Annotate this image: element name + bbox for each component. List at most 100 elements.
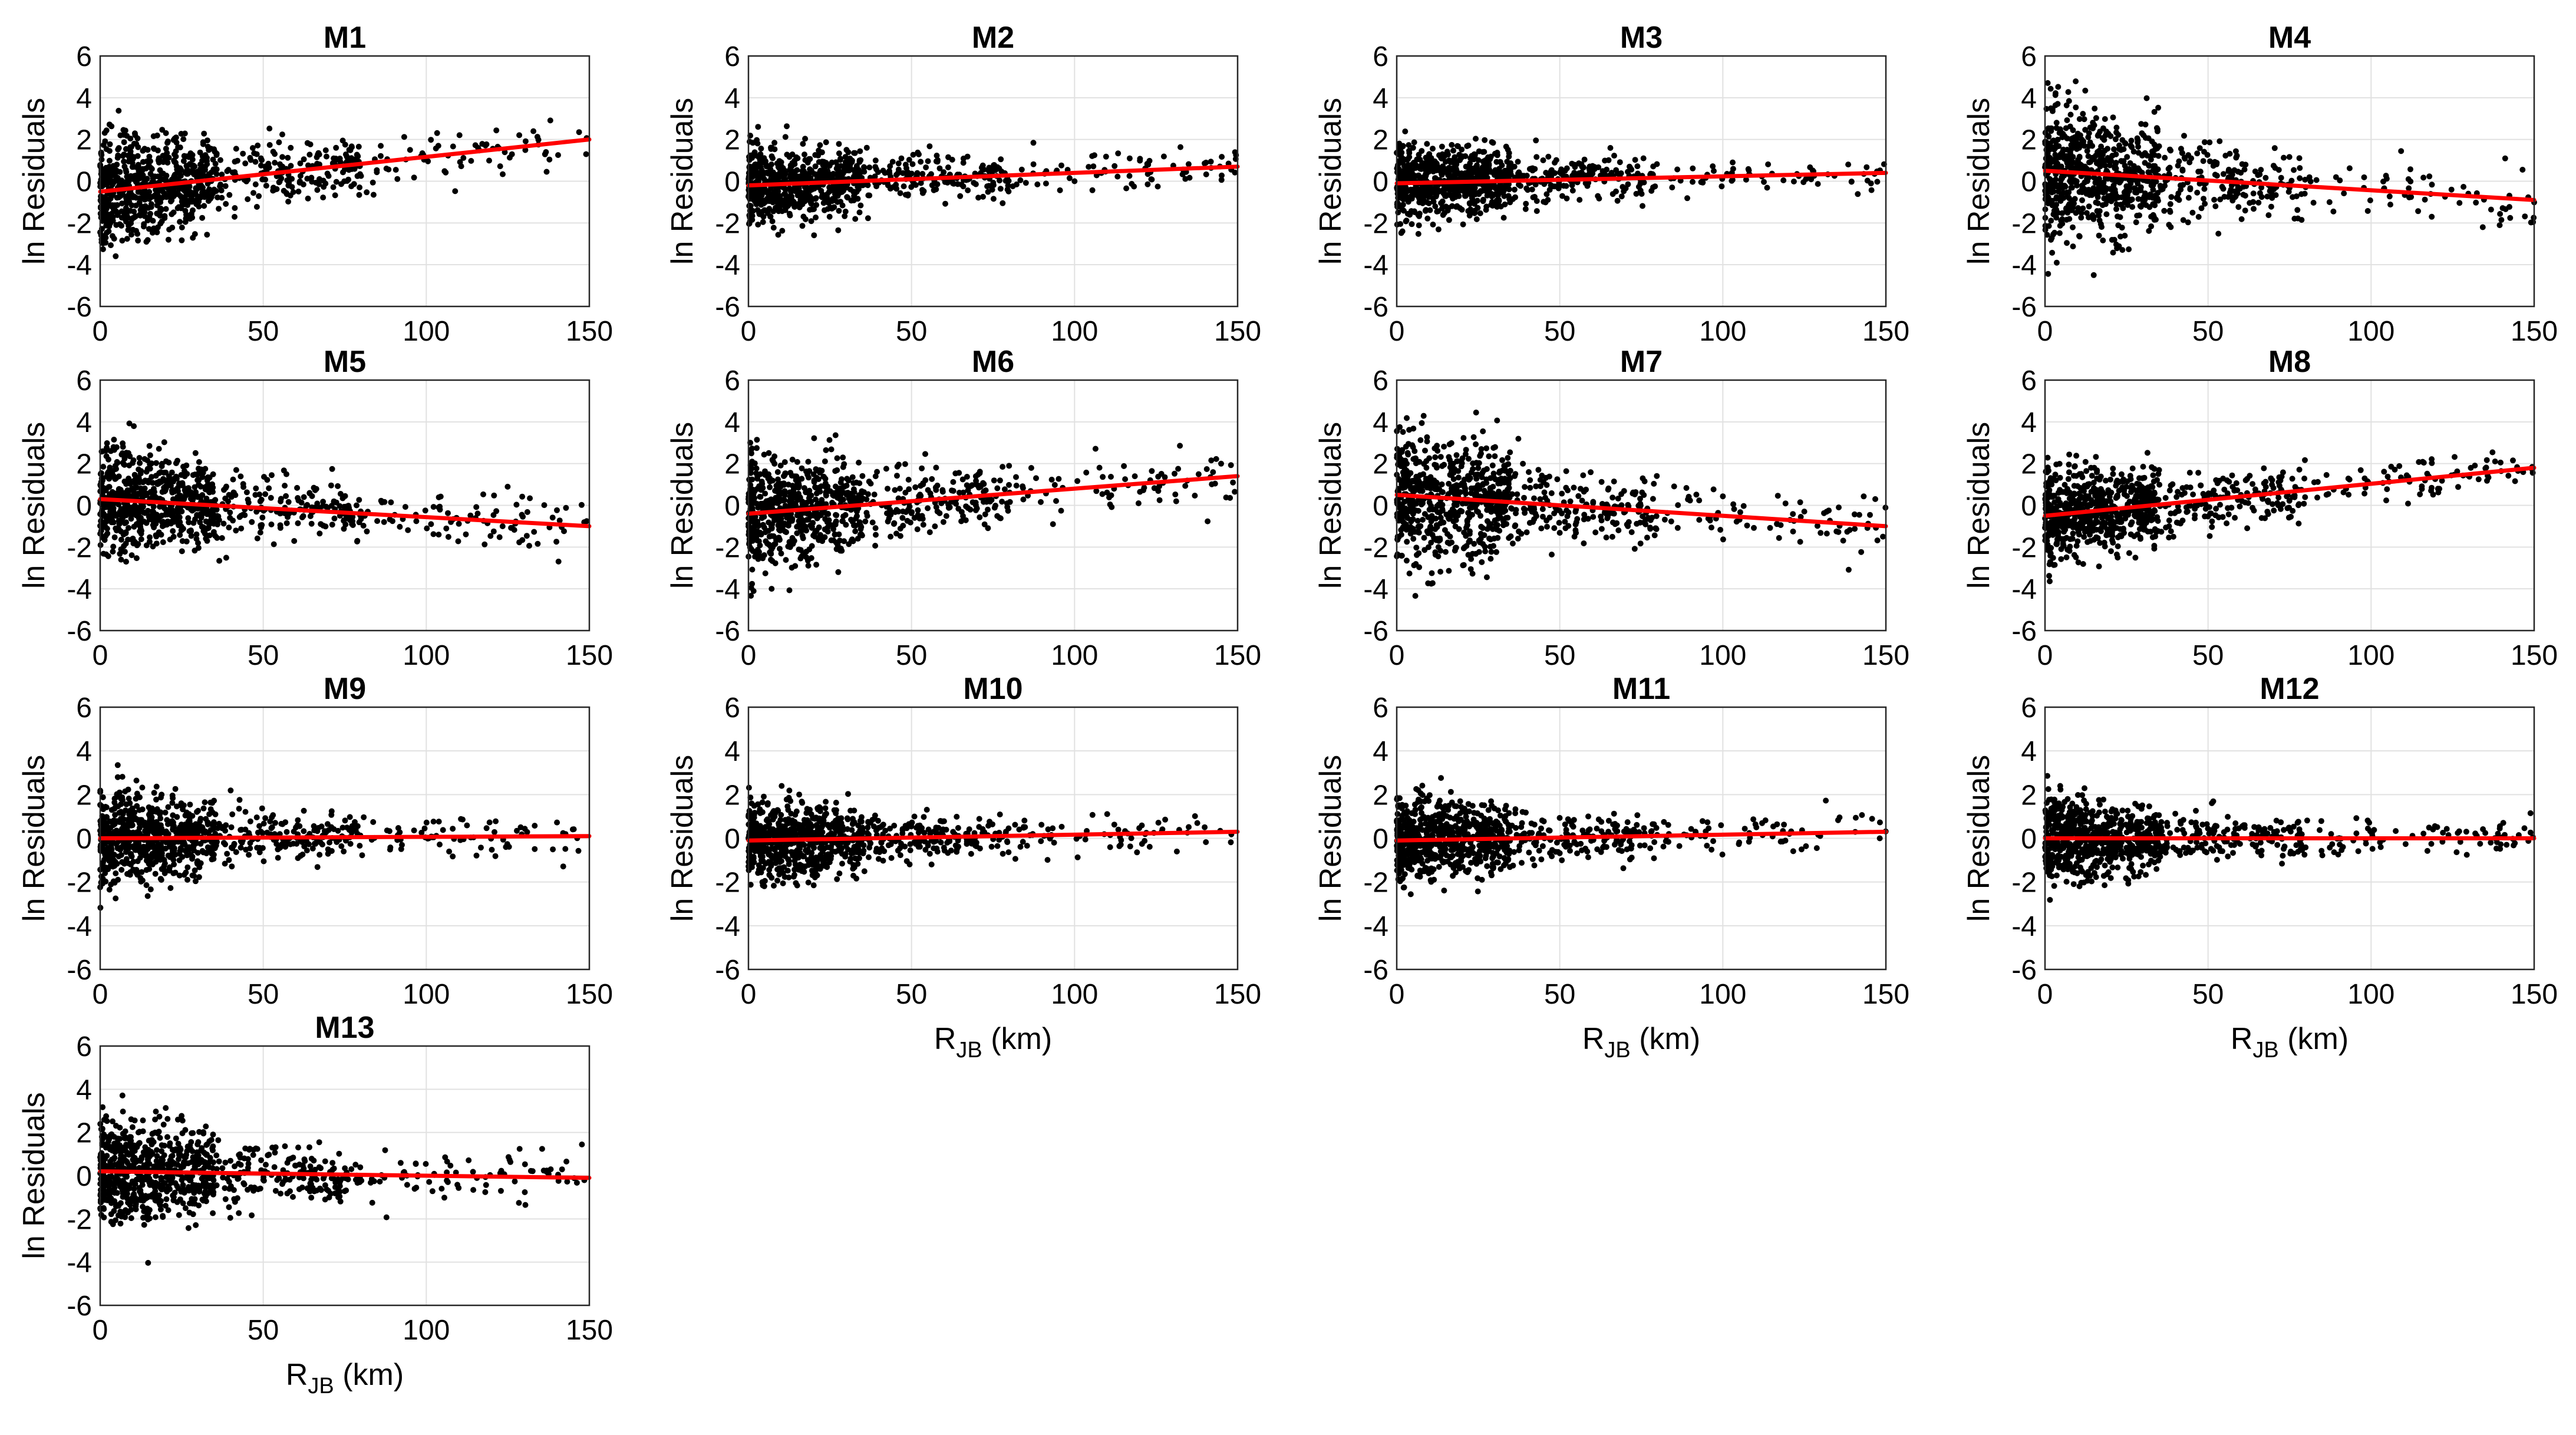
data-point [827, 163, 833, 169]
data-point [130, 540, 136, 546]
data-point [2398, 148, 2404, 154]
data-point [2059, 174, 2064, 180]
data-point [2096, 131, 2102, 137]
data-point [1478, 189, 1484, 194]
data-point [456, 521, 462, 527]
y-tick-label: -4 [2011, 250, 2037, 281]
data-point [942, 201, 948, 207]
data-point [512, 527, 517, 533]
data-point [324, 154, 329, 160]
data-point [355, 173, 361, 179]
data-point [2188, 156, 2194, 161]
data-point [219, 535, 225, 541]
data-point [242, 160, 248, 166]
data-point [1071, 179, 1077, 184]
data-point [116, 526, 122, 532]
data-point [2262, 175, 2268, 181]
data-point [1469, 166, 1475, 171]
data-point [1483, 204, 1489, 210]
y-tick-label: 0 [724, 167, 740, 198]
data-point [296, 189, 302, 194]
x-tick-label: 100 [1051, 316, 1098, 347]
data-point [2063, 208, 2069, 214]
data-point [1493, 191, 1499, 197]
data-point [206, 522, 212, 527]
data-point [2066, 189, 2072, 195]
data-point [179, 482, 184, 488]
data-point [200, 188, 206, 194]
data-point [2233, 149, 2239, 154]
data-point [301, 494, 307, 500]
data-point [2251, 190, 2257, 196]
data-point [750, 140, 756, 146]
data-point [2221, 171, 2227, 177]
data-point [1485, 193, 1490, 199]
data-point [771, 225, 777, 230]
data-point [200, 474, 206, 480]
data-point [2150, 201, 2156, 207]
y-tick-label: 4 [76, 83, 92, 114]
data-point [137, 460, 143, 466]
data-point [190, 207, 196, 213]
data-point [209, 170, 215, 176]
data-point [923, 164, 929, 170]
data-point [193, 450, 199, 456]
data-point [206, 490, 212, 496]
data-point [770, 156, 776, 161]
data-point [2291, 216, 2297, 222]
data-point [1111, 163, 1117, 169]
data-point [118, 537, 124, 543]
data-point [168, 483, 174, 489]
data-point [481, 542, 487, 547]
data-point [746, 212, 752, 218]
data-point [813, 562, 819, 568]
data-point [202, 466, 208, 472]
data-point [1800, 179, 1806, 185]
data-point [163, 146, 169, 151]
data-point [436, 504, 441, 510]
data-point [388, 499, 394, 505]
data-point [1523, 186, 1529, 192]
data-point [131, 215, 137, 220]
data-point [217, 157, 223, 163]
data-point [185, 515, 191, 521]
data-point [145, 237, 151, 243]
x-tick-label: 100 [2347, 316, 2394, 347]
data-point [301, 513, 306, 519]
data-point [1690, 179, 1696, 185]
data-point [2149, 138, 2155, 144]
data-point [146, 480, 151, 486]
data-point [2105, 131, 2111, 137]
data-point [2113, 151, 2119, 157]
data-point [1177, 443, 1183, 448]
data-point [272, 160, 278, 166]
data-point [1203, 171, 1209, 177]
data-point [835, 164, 841, 170]
data-point [2255, 172, 2261, 178]
data-point [2196, 214, 2202, 220]
data-point [329, 466, 335, 472]
data-point [281, 188, 287, 194]
data-point [282, 483, 288, 489]
data-point [1416, 152, 1422, 158]
data-point [333, 145, 339, 151]
data-point [1765, 161, 1771, 167]
data-point [150, 173, 156, 179]
data-point [2215, 231, 2221, 237]
data-point [163, 206, 169, 212]
data-point [139, 204, 145, 210]
data-point [789, 197, 795, 203]
data-point [329, 522, 335, 527]
y-tick-label: 2 [76, 449, 92, 480]
data-point [1515, 159, 1521, 164]
data-point [198, 183, 204, 189]
data-point [795, 201, 801, 207]
data-point [2232, 194, 2238, 200]
data-point [500, 523, 506, 529]
data-point [232, 205, 238, 211]
y-tick-label: -2 [2011, 208, 2037, 239]
data-point [2387, 193, 2393, 199]
data-point [100, 448, 106, 454]
